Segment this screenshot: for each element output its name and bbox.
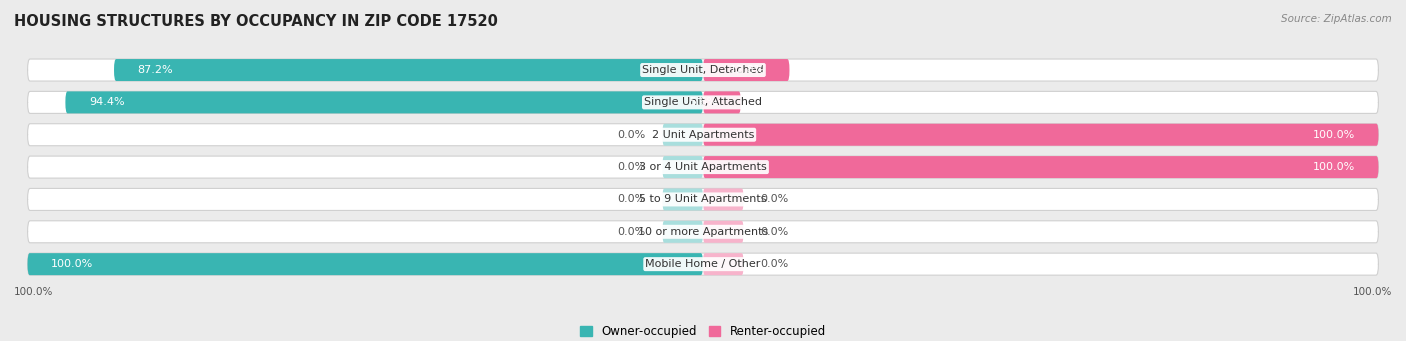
FancyBboxPatch shape [28,253,703,275]
FancyBboxPatch shape [114,59,703,81]
Legend: Owner-occupied, Renter-occupied: Owner-occupied, Renter-occupied [575,321,831,341]
FancyBboxPatch shape [703,253,744,275]
FancyBboxPatch shape [28,91,1378,114]
Text: 87.2%: 87.2% [138,65,173,75]
FancyBboxPatch shape [28,124,1378,146]
Text: Single Unit, Detached: Single Unit, Detached [643,65,763,75]
FancyBboxPatch shape [66,91,703,114]
Text: 0.0%: 0.0% [761,259,789,269]
Text: 100.0%: 100.0% [1353,287,1392,297]
Text: 0.0%: 0.0% [617,194,645,205]
Text: 0.0%: 0.0% [617,227,645,237]
FancyBboxPatch shape [662,124,703,146]
Text: 0.0%: 0.0% [761,227,789,237]
Text: 94.4%: 94.4% [89,98,125,107]
Text: HOUSING STRUCTURES BY OCCUPANCY IN ZIP CODE 17520: HOUSING STRUCTURES BY OCCUPANCY IN ZIP C… [14,14,498,29]
FancyBboxPatch shape [28,253,1378,275]
FancyBboxPatch shape [662,156,703,178]
FancyBboxPatch shape [703,221,744,243]
Text: 10 or more Apartments: 10 or more Apartments [638,227,768,237]
FancyBboxPatch shape [662,221,703,243]
Text: Mobile Home / Other: Mobile Home / Other [645,259,761,269]
Text: 5.6%: 5.6% [689,98,717,107]
Text: 12.8%: 12.8% [730,65,766,75]
Text: 0.0%: 0.0% [617,130,645,140]
FancyBboxPatch shape [28,221,1378,243]
FancyBboxPatch shape [703,156,1378,178]
Text: 3 or 4 Unit Apartments: 3 or 4 Unit Apartments [640,162,766,172]
FancyBboxPatch shape [662,189,703,210]
Text: Single Unit, Attached: Single Unit, Attached [644,98,762,107]
Text: 0.0%: 0.0% [761,194,789,205]
Text: Source: ZipAtlas.com: Source: ZipAtlas.com [1281,14,1392,24]
FancyBboxPatch shape [28,156,1378,178]
Text: 2 Unit Apartments: 2 Unit Apartments [652,130,754,140]
FancyBboxPatch shape [28,189,1378,210]
Text: 0.0%: 0.0% [617,162,645,172]
Text: 100.0%: 100.0% [1313,162,1355,172]
Text: 100.0%: 100.0% [51,259,93,269]
FancyBboxPatch shape [703,124,1378,146]
FancyBboxPatch shape [703,59,789,81]
Text: 100.0%: 100.0% [14,287,53,297]
Text: 100.0%: 100.0% [1313,130,1355,140]
FancyBboxPatch shape [703,91,741,114]
FancyBboxPatch shape [703,189,744,210]
Text: 5 to 9 Unit Apartments: 5 to 9 Unit Apartments [640,194,766,205]
FancyBboxPatch shape [28,59,1378,81]
